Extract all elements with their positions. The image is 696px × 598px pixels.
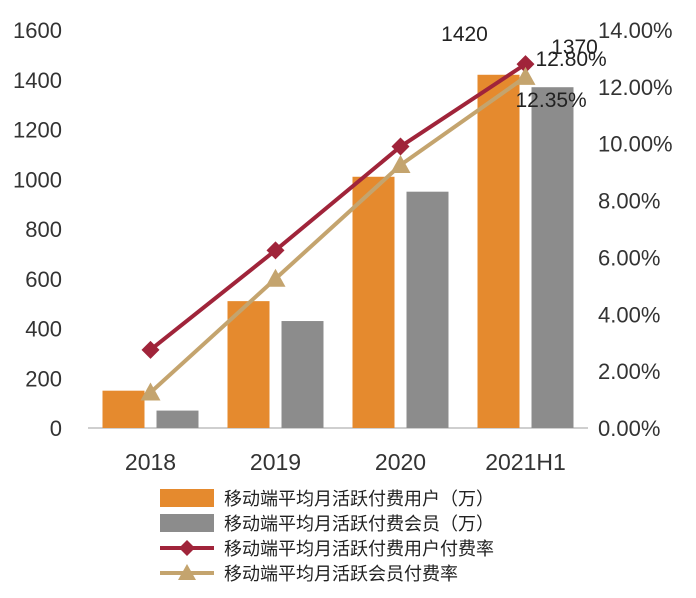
y-right-tick-label: 2.00% (598, 359, 660, 384)
y-left-tick-label: 1600 (13, 18, 62, 43)
y-left-tick-label: 0 (50, 416, 62, 441)
legend-swatch (160, 514, 214, 532)
data-label: 12.80% (536, 48, 607, 71)
line-point-triangle (140, 382, 161, 401)
legend-label: 移动端平均月活跃付费用户付费率 (224, 539, 494, 560)
y-right-tick-label: 6.00% (598, 245, 660, 270)
bar-users (227, 301, 270, 428)
line-point-triangle (515, 66, 536, 85)
y-left-tick-label: 800 (25, 217, 62, 242)
y-left-tick-label: 600 (25, 267, 62, 292)
y-right-tick-label: 8.00% (598, 189, 660, 214)
x-tick-label: 2018 (125, 449, 176, 475)
y-right-tick-label: 14.00% (598, 18, 673, 43)
bar-members (406, 191, 449, 428)
bar-users (477, 74, 520, 429)
bar-users (352, 176, 395, 428)
legend-marker (179, 540, 195, 556)
axes-group: 0 200 400 600 800 1000 1200 1400 1600 0.00% 2.00% 4… (13, 18, 673, 475)
y-left-tick-label: 1400 (13, 68, 62, 93)
y-left-tick-label: 400 (25, 317, 62, 342)
y-left-tick-label: 1000 (13, 167, 62, 192)
bar-users (102, 390, 145, 428)
bar-members (281, 321, 324, 428)
data-label: 1370 (551, 36, 598, 59)
legend: 移动端平均月活跃付费用户（万） 移动端平均月活跃付费会员（万） 移动端平均月活跃付费… (160, 489, 494, 585)
x-tick-label: 2020 (375, 449, 426, 475)
bars-group (102, 74, 574, 429)
y-right-tick-label: 4.00% (598, 302, 660, 327)
bar-members (531, 87, 574, 429)
legend-marker (178, 564, 196, 580)
line-series-member-rate (149, 75, 527, 394)
y-right-tick-label: 10.00% (598, 132, 673, 157)
y-left-tick-label: 1200 (13, 118, 62, 143)
bar-members (156, 410, 199, 428)
y-left-tick-label: 200 (25, 366, 62, 391)
line-point-diamond (266, 241, 285, 260)
line-point-diamond (391, 137, 410, 156)
legend-label: 移动端平均月活跃付费用户（万） (224, 489, 494, 510)
x-tick-label: 2019 (250, 449, 301, 475)
legend-label: 移动端平均月活跃付费会员（万） (224, 514, 494, 535)
x-tick-label: 2021H1 (485, 449, 566, 475)
data-label: 1420 (441, 23, 488, 46)
y-right-tick-label: 12.00% (598, 75, 673, 100)
line-point-triangle (265, 268, 286, 287)
line-point-triangle (390, 155, 411, 174)
legend-swatch (160, 489, 214, 507)
line-series-user-rate (149, 62, 527, 352)
data-label: 12.35% (516, 89, 587, 112)
legend-label: 移动端平均月活跃会员付费率 (224, 564, 458, 585)
line-point-diamond (141, 340, 160, 359)
line-point-diamond (516, 55, 535, 74)
y-right-tick-label: 0.00% (598, 416, 660, 441)
lines-group (140, 55, 536, 401)
